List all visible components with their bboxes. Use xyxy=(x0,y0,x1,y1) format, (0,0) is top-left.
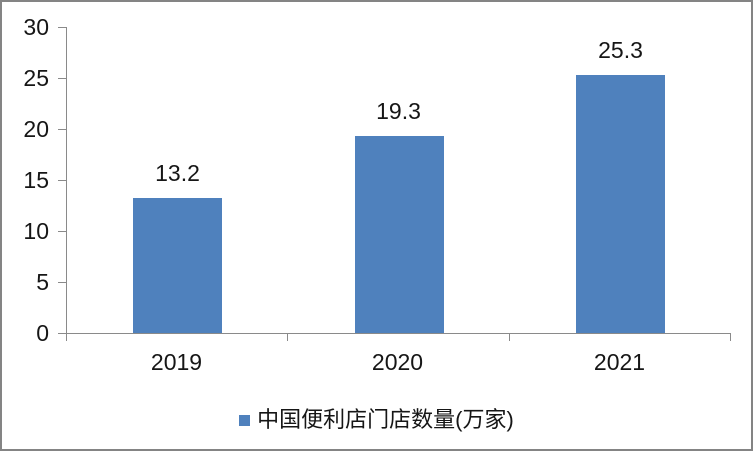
y-tick-mark xyxy=(58,231,66,232)
bar-value-label: 19.3 xyxy=(376,98,421,124)
y-tick-mark xyxy=(58,78,66,79)
y-tick-mark xyxy=(58,129,66,130)
y-tick-label: 15 xyxy=(23,167,49,193)
y-tick-label: 20 xyxy=(23,116,49,142)
y-tick-mark xyxy=(58,282,66,283)
x-category-label: 2019 xyxy=(150,349,203,375)
bar-value-label: 13.2 xyxy=(155,160,200,186)
y-tick-label: 0 xyxy=(36,320,49,346)
y-tick-label: 5 xyxy=(36,269,49,295)
legend: 中国便利店门店数量(万家) xyxy=(2,404,751,436)
x-tick-mark xyxy=(66,334,67,341)
plot-area: 13.2 19.3 25.3 xyxy=(66,27,731,334)
y-tick-mark xyxy=(58,27,66,28)
bar-value-label: 25.3 xyxy=(598,37,643,63)
x-category-label: 2020 xyxy=(371,349,424,375)
x-tick-mark xyxy=(730,334,731,341)
legend-marker xyxy=(239,414,251,426)
legend-label: 中国便利店门店数量(万家) xyxy=(257,407,514,432)
y-tick-label: 25 xyxy=(23,65,49,91)
x-tick-mark xyxy=(509,334,510,341)
y-tick-mark xyxy=(58,333,66,334)
y-tick-label: 10 xyxy=(23,218,49,244)
bar xyxy=(355,136,444,333)
bar xyxy=(576,75,665,333)
y-tick-mark xyxy=(58,180,66,181)
x-category-label: 2021 xyxy=(593,349,646,375)
x-tick-mark xyxy=(287,334,288,341)
y-tick-label: 30 xyxy=(23,14,49,40)
bar xyxy=(133,198,222,333)
